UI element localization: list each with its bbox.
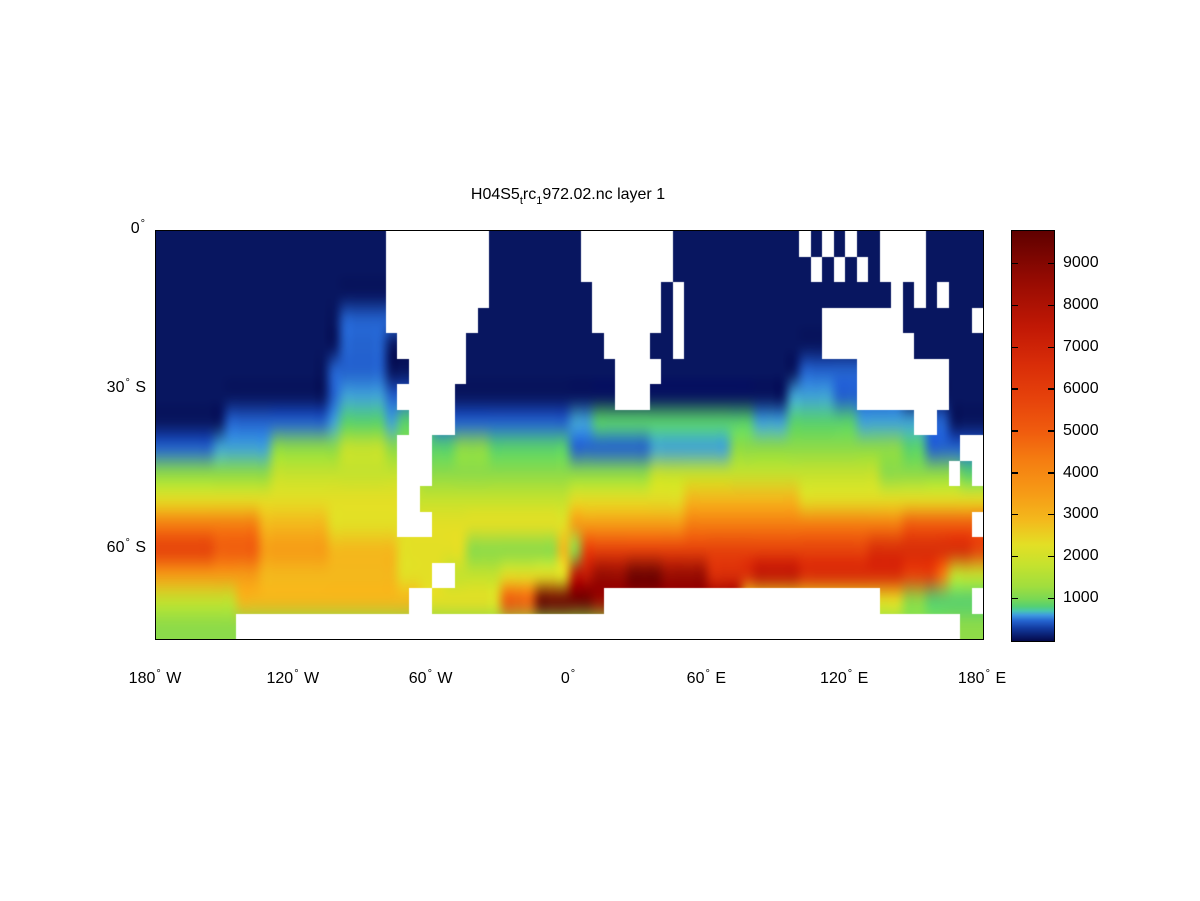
degree-symbol: ° — [125, 536, 130, 549]
colorbar-tick-mark — [1012, 597, 1018, 600]
hemisphere-letter: E — [853, 670, 869, 687]
hemisphere-letter: W — [432, 670, 453, 687]
hemisphere-letter: S — [130, 379, 146, 397]
degree-symbol: ° — [156, 668, 161, 680]
degree-symbol: ° — [570, 668, 576, 680]
colorbar-tick-mark — [1012, 304, 1018, 307]
colorbar-tick-mark — [1012, 430, 1018, 432]
hemisphere-letter: W — [161, 670, 182, 687]
colorbar-tick-label: 7000 — [1063, 338, 1099, 356]
colorbar-tick-mark — [1048, 304, 1054, 307]
colorbar-tick-mark — [1048, 597, 1054, 600]
colorbar-tick-mark — [1012, 472, 1018, 474]
hemisphere-letter: E — [710, 670, 726, 687]
title-text: 972.02.nc layer 1 — [542, 186, 666, 203]
degree-symbol: ° — [125, 377, 130, 390]
colorbar-tick-mark — [1012, 346, 1018, 349]
x-tick-label: 180° W — [128, 668, 182, 688]
title-subscript: 1 — [536, 195, 543, 207]
x-tick-label: 180° E — [957, 668, 1007, 688]
tick-number: 180 — [128, 670, 156, 687]
degree-symbol: ° — [427, 668, 432, 680]
hemisphere-letter: W — [299, 670, 320, 687]
degree-symbol: ° — [140, 218, 145, 230]
title-text: H04S5 — [470, 186, 520, 203]
tick-number: 180 — [957, 670, 985, 687]
degree-symbol: ° — [985, 668, 990, 680]
tick-number: 120 — [266, 670, 294, 687]
colorbar-tick-mark — [1048, 262, 1054, 265]
tick-number: 60 — [106, 538, 125, 556]
colorbar-tick-label: 9000 — [1063, 254, 1099, 272]
y-tick-label: 0° — [36, 218, 146, 238]
colorbar-tick-label: 1000 — [1063, 589, 1099, 607]
colorbar-tick-mark — [1012, 262, 1018, 265]
x-tick-label: 0° — [560, 668, 576, 688]
x-tick-label: 60° E — [686, 668, 726, 688]
colorbar-tick-mark — [1048, 346, 1054, 349]
colorbar-tick-mark — [1048, 555, 1054, 558]
colorbar-tick-mark — [1012, 388, 1018, 390]
colorbar-tick-label: 8000 — [1063, 296, 1099, 314]
hemisphere-letter: S — [130, 538, 146, 556]
degree-symbol: ° — [705, 668, 710, 680]
degree-symbol: ° — [847, 668, 853, 680]
x-tick-label: 120° E — [820, 668, 869, 688]
colorbar-tick-label: 6000 — [1063, 379, 1099, 397]
x-tick-label: 120° W — [266, 668, 320, 688]
tick-number: 60 — [686, 670, 705, 687]
colorbar-gradient — [1011, 230, 1055, 642]
colorbar-tick-mark — [1048, 472, 1054, 474]
colorbar-tick-mark — [1012, 513, 1018, 516]
x-tick-label: 60° W — [408, 668, 453, 688]
title-subscript: t — [519, 195, 523, 207]
map-axes — [155, 230, 984, 640]
hemisphere-letter: E — [990, 670, 1007, 687]
tick-number: 60 — [408, 670, 427, 687]
heatmap-canvas — [156, 231, 983, 639]
tick-number: 30 — [106, 379, 125, 397]
degree-symbol: ° — [294, 668, 299, 680]
colorbar-tick-mark — [1048, 513, 1054, 516]
colorbar-tick-label: 2000 — [1063, 547, 1099, 565]
tick-number: 0 — [560, 670, 570, 687]
chart-title: H04S5trc1972.02.nc layer 1 — [470, 186, 666, 207]
title-text: rc — [522, 186, 537, 203]
colorbar-tick-mark — [1048, 430, 1054, 432]
colorbar-tick-mark — [1048, 388, 1054, 390]
y-tick-label: 60° S — [36, 536, 146, 557]
colorbar-tick-label: 3000 — [1063, 505, 1099, 523]
y-tick-label: 30° S — [36, 377, 146, 397]
colorbar-tick-label: 4000 — [1063, 463, 1099, 481]
colorbar-region: 1000 2000 3000 4000 5000 6000 7000 8000 9000 — [1011, 230, 1171, 642]
tick-number: 120 — [820, 670, 847, 687]
colorbar-tick-mark — [1012, 555, 1018, 558]
tick-number: 0 — [130, 220, 140, 237]
colorbar-tick-label: 5000 — [1063, 421, 1099, 439]
